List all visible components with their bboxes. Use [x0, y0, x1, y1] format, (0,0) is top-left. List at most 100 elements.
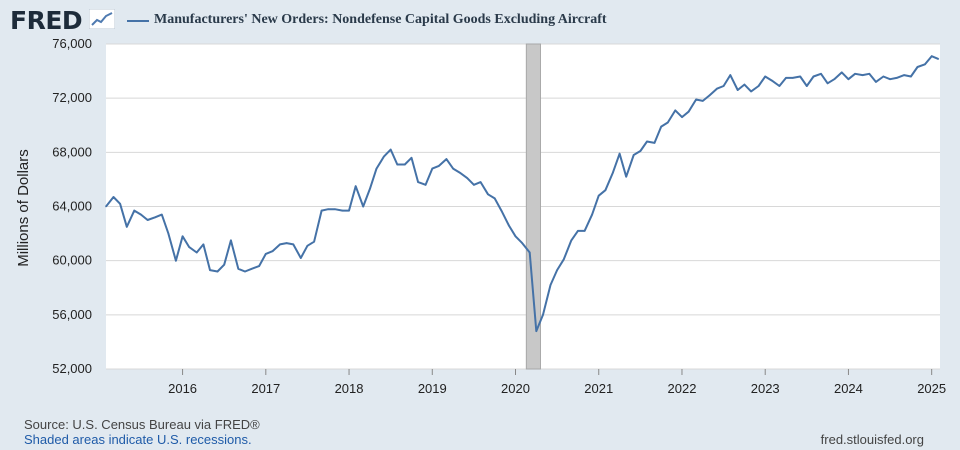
x-tick-label: 2017: [251, 381, 280, 396]
data-point: [417, 181, 419, 183]
x-axis-ticks: 2016 2017 2018 2019 2020 2021 2022 2023 2024 2025: [168, 369, 946, 396]
data-point: [757, 85, 760, 87]
data-point: [285, 242, 288, 244]
data-point: [279, 243, 281, 246]
data-point: [716, 87, 718, 90]
data-point: [424, 184, 427, 186]
data-point: [562, 258, 565, 261]
data-point: [639, 150, 642, 152]
data-point: [244, 270, 246, 273]
data-point: [549, 284, 552, 286]
data-point: [175, 259, 177, 262]
data-point: [306, 244, 309, 247]
data-point: [258, 265, 260, 267]
x-tick-label: 2018: [335, 381, 364, 396]
data-point: [812, 75, 815, 78]
data-point: [487, 193, 489, 196]
data-point: [916, 66, 919, 68]
data-point: [833, 78, 836, 81]
data-point: [458, 171, 461, 174]
data-point: [750, 90, 752, 93]
data-point: [230, 239, 232, 242]
y-tick-label: 72,000: [52, 90, 92, 105]
data-point: [695, 98, 697, 101]
data-point: [764, 75, 767, 78]
data-point: [334, 208, 336, 211]
x-tick-label: 2019: [418, 381, 447, 396]
data-point: [521, 242, 523, 244]
data-point: [369, 188, 371, 190]
chart: 52,000 56,000 60,000 64,000 68,000 72,000 76,0…: [15, 36, 946, 396]
data-point: [861, 74, 864, 76]
data-point: [937, 58, 940, 60]
data-point: [146, 219, 149, 221]
data-point: [112, 196, 115, 198]
grid-lines: [106, 43, 940, 370]
data-point: [785, 77, 787, 79]
data-point: [722, 85, 725, 87]
data-point: [105, 205, 107, 208]
data-point: [791, 77, 794, 79]
data-point: [223, 263, 225, 266]
data-point: [500, 209, 503, 212]
x-tick-label: 2021: [584, 381, 613, 396]
data-point: [508, 224, 510, 227]
data-point: [271, 250, 274, 252]
data-point: [910, 75, 912, 78]
y-tick-label: 68,000: [52, 144, 92, 159]
y-tick-label: 76,000: [52, 36, 92, 51]
data-point: [542, 314, 544, 316]
data-point: [466, 177, 469, 179]
data-point: [265, 253, 267, 255]
data-point: [729, 74, 732, 76]
x-tick-label: 2024: [834, 381, 863, 396]
data-point: [341, 209, 344, 212]
recession-shading: [525, 43, 541, 370]
data-point: [854, 72, 856, 75]
data-point: [903, 74, 906, 76]
data-point: [154, 216, 156, 219]
data-point: [188, 246, 191, 248]
data-point: [216, 270, 219, 273]
data-point: [660, 125, 662, 128]
data-point: [556, 269, 558, 271]
data-point: [646, 140, 648, 143]
x-tick-label: 2022: [668, 381, 697, 396]
data-point: [209, 269, 211, 271]
data-point: [771, 79, 773, 82]
data-point: [299, 257, 302, 259]
data-point: [820, 72, 822, 75]
data-point: [882, 75, 885, 78]
data-point: [119, 202, 121, 205]
data-point: [743, 83, 746, 86]
data-point: [799, 75, 801, 78]
data-point: [320, 209, 323, 212]
data-point: [375, 167, 378, 170]
fred-logo: FRED: [10, 6, 83, 35]
recession-band: [525, 43, 541, 370]
line-chart-icon: [89, 9, 115, 29]
data-point: [653, 142, 656, 144]
data-point: [528, 251, 531, 254]
data-point: [708, 94, 711, 97]
y-tick-label: 52,000: [52, 361, 92, 376]
data-point: [167, 232, 170, 235]
data-point: [160, 213, 163, 216]
data-point: [868, 72, 871, 75]
x-tick-label: 2025: [917, 381, 946, 396]
data-point: [438, 165, 440, 167]
data-point: [202, 243, 205, 246]
x-tick-label: 2023: [751, 381, 780, 396]
data-point: [597, 194, 600, 197]
data-point: [237, 267, 240, 270]
x-tick-label: 2020: [501, 381, 530, 396]
site-url: fred.stlouisfed.org: [820, 432, 924, 447]
y-axis-ticks: 52,000 56,000 60,000 64,000 68,000 72,000 76,0…: [52, 36, 92, 376]
data-point: [348, 209, 350, 212]
y-tick-label: 64,000: [52, 199, 92, 214]
data-point: [736, 89, 739, 91]
data-point: [354, 185, 357, 187]
data-point: [674, 109, 677, 112]
data-point: [570, 239, 573, 242]
x-tick-label: 2016: [168, 381, 197, 396]
